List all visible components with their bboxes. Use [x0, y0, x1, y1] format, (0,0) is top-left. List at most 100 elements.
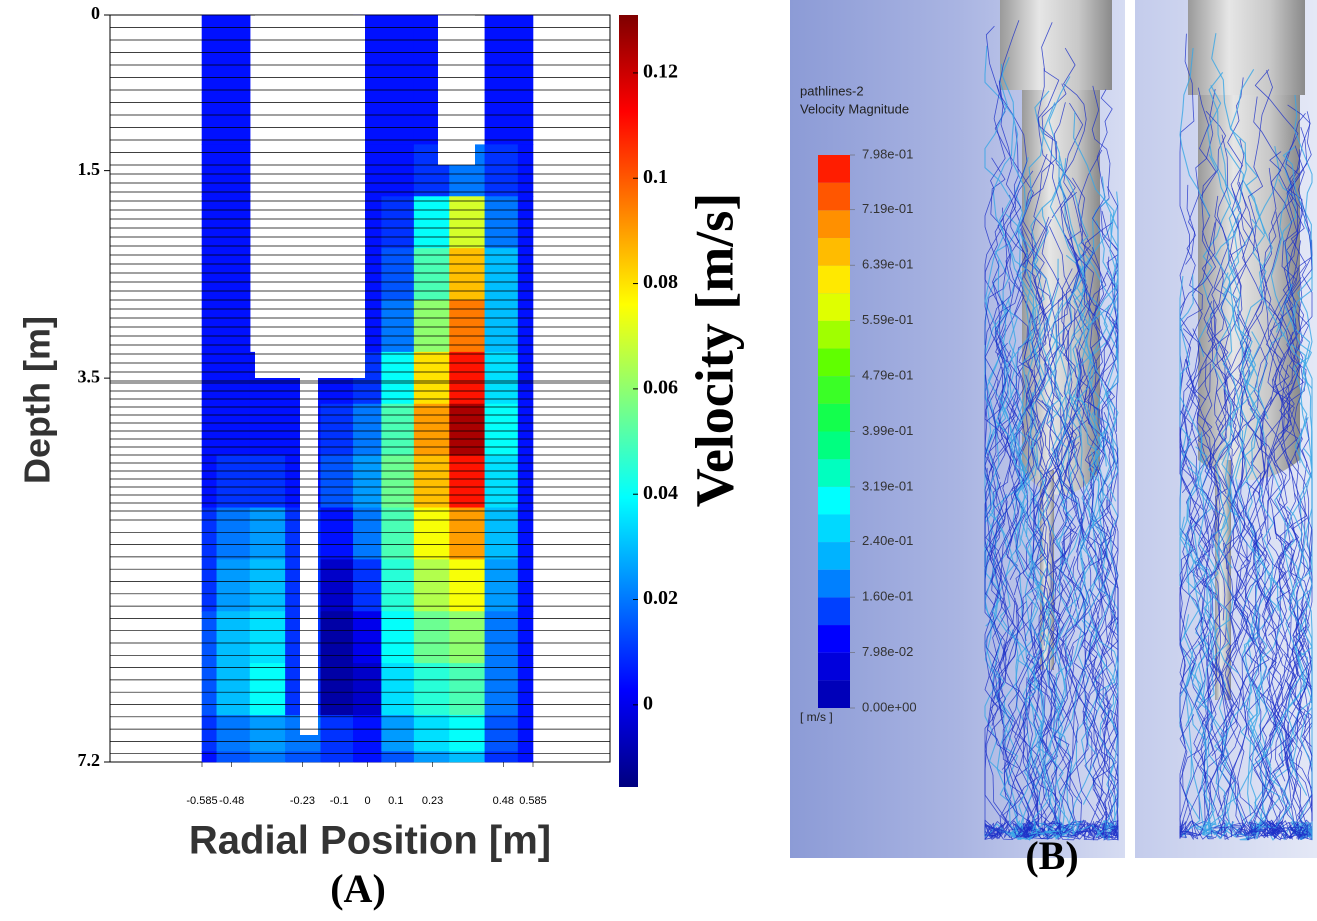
contour-cell [485, 663, 518, 715]
contour-cell [250, 715, 285, 751]
contour-cell [450, 352, 485, 404]
contour-cell [321, 715, 354, 751]
y-tick-label: 0 [91, 3, 100, 23]
contour-cell [202, 248, 217, 300]
panel-label: (A) [330, 866, 386, 911]
contour-cell [217, 300, 250, 352]
contour-cell [450, 663, 485, 715]
figure: Velocity [m/s] Depth [m] Radial Position… [0, 0, 1317, 921]
contour-cell [518, 612, 533, 664]
contour-cell [217, 612, 250, 664]
contour-cell [450, 560, 485, 612]
contour-cell [202, 300, 217, 352]
contour-cell [353, 508, 381, 560]
colorbar-tick-label: 0.00e+00 [862, 699, 917, 714]
contour-cell [217, 508, 250, 560]
x-tick-label: 0.23 [422, 795, 443, 807]
contour-cell [518, 715, 533, 751]
colorbar-tick-label: 2.40e-01 [862, 533, 913, 548]
contour-cell [217, 15, 250, 41]
contour-cell [382, 41, 415, 93]
contour-cell [485, 15, 518, 41]
contour-cell [250, 404, 285, 456]
contour-cell [485, 560, 518, 612]
colorbar-tick-label: 3.99e-01 [862, 423, 913, 438]
contour-cell [217, 752, 250, 762]
contour-cell [414, 612, 449, 664]
colorbar-tick-label: 7.98e-01 [862, 146, 913, 161]
contour-cell [518, 300, 533, 352]
contour-cell [321, 560, 354, 612]
contour-cell [382, 715, 415, 751]
colorbar-tick-label: 0.12 [643, 61, 678, 83]
colorbar-band [818, 514, 850, 542]
x-tick-label: -0.48 [219, 795, 244, 807]
contour-cell [450, 197, 485, 249]
contour-cell [202, 404, 217, 456]
contour-cell [382, 197, 415, 249]
colorbar-band [818, 321, 850, 349]
contour-cell [414, 352, 449, 404]
contour-cell [485, 41, 518, 93]
contour-cell [518, 404, 533, 456]
colorbar-tick-label: 7.19e-01 [862, 201, 913, 216]
colorbar-label: Velocity [m/s] [684, 193, 744, 507]
colorbar-band [818, 376, 850, 404]
contour-cell [217, 560, 250, 612]
x-tick-label: -0.23 [290, 795, 315, 807]
contour-cell [382, 508, 415, 560]
contour-cell [414, 508, 449, 560]
contour-cell [414, 404, 449, 456]
panel-a: Velocity [m/s] Depth [m] Radial Position… [17, 3, 745, 911]
contour-cell [202, 752, 217, 762]
contour-cell [217, 663, 250, 715]
x-tick-label: -0.1 [330, 795, 349, 807]
contour-cell [202, 15, 217, 41]
y-tick-label: 7.2 [78, 750, 101, 770]
contour-cell [382, 93, 415, 145]
contour-cell [382, 352, 415, 404]
colorbar-tick-label: 0.02 [643, 587, 678, 609]
contour-cell [414, 752, 449, 762]
contour-cell [382, 663, 415, 715]
contour-cell [202, 612, 217, 664]
contour-cell [321, 456, 354, 508]
contour-cell [217, 715, 250, 751]
colorbar-tick-label: 6.39e-01 [862, 257, 913, 272]
colorbar-band [818, 542, 850, 570]
contour-cell [485, 508, 518, 560]
contour-cell [250, 508, 285, 560]
contour-cell [202, 560, 217, 612]
y-tick-label: 1.5 [78, 159, 101, 179]
colorbar-tick-label: 1.60e-01 [862, 589, 913, 604]
contour-cell [414, 456, 449, 508]
contour-cell [217, 404, 250, 456]
contour-cell [202, 456, 217, 508]
contour-cell [485, 612, 518, 664]
contour-cell [382, 752, 415, 762]
contour-cell [202, 41, 217, 93]
contour-cell [518, 41, 533, 93]
legend-subtitle: Velocity Magnitude [800, 101, 909, 116]
contour-cell [518, 248, 533, 300]
colorbar-band [818, 293, 850, 321]
contour-cell [485, 197, 518, 249]
contour-cell [353, 560, 381, 612]
contour-cell [518, 352, 533, 404]
colorbar-tick-label: 7.98e-02 [862, 644, 913, 659]
contour-cell [321, 612, 354, 664]
contour-cell [382, 248, 415, 300]
contour-cell [414, 663, 449, 715]
contour-cell [217, 41, 250, 93]
contour-cell [250, 663, 285, 715]
contour-cell [450, 300, 485, 352]
colorbar-tick-label: 0.06 [643, 376, 678, 398]
contour-cell [321, 508, 354, 560]
contour-cell [518, 93, 533, 145]
x-axis-label: Radial Position [m] [189, 819, 551, 863]
contour-cell [250, 456, 285, 508]
contour-cell [202, 663, 217, 715]
contour-cell [202, 508, 217, 560]
contour-cell [485, 93, 518, 145]
contour-cell [450, 752, 485, 762]
